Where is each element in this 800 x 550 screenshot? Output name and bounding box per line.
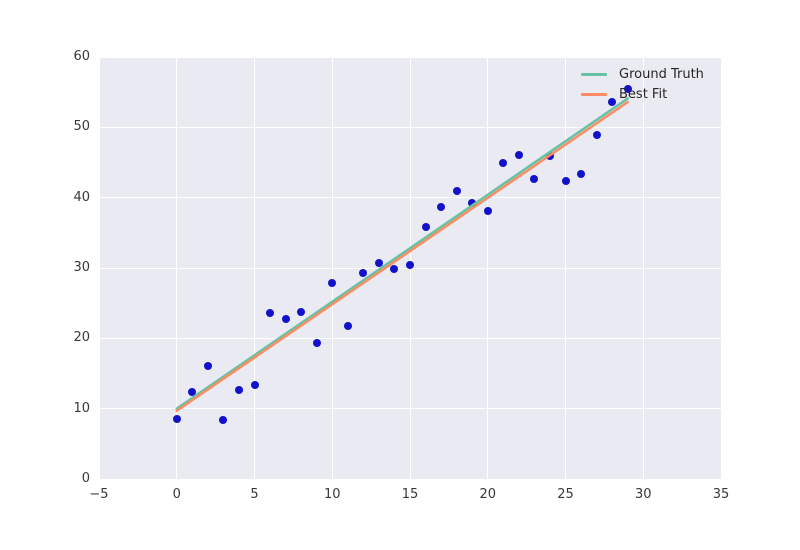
scatter-point	[266, 309, 275, 317]
scatter-point	[359, 268, 368, 277]
plot-area: Ground Truth Best Fit	[99, 57, 721, 479]
scatter-point	[281, 314, 290, 323]
legend-entry-ground-truth: Ground Truth	[581, 64, 704, 84]
scatter-point	[561, 176, 570, 185]
y-tick-label: 40	[73, 189, 90, 205]
scatter-point	[203, 362, 212, 371]
scatter-point	[421, 222, 430, 231]
x-tick-label: 5	[250, 487, 259, 502]
legend: Ground Truth Best Fit	[581, 64, 704, 104]
y-tick-label: 10	[73, 400, 90, 416]
x-tick-label: −5	[89, 487, 109, 502]
scatter-point	[608, 98, 617, 106]
legend-entry-best-fit: Best Fit	[581, 84, 704, 104]
x-tick-label: 0	[172, 487, 181, 502]
gridline	[99, 337, 721, 339]
scatter-point	[312, 339, 321, 348]
scatter-point	[328, 278, 337, 287]
scatter-point	[452, 186, 461, 195]
scatter-point	[437, 202, 446, 211]
scatter-point	[219, 415, 228, 424]
legend-label-best-fit: Best Fit	[619, 86, 668, 102]
y-tick-label: 0	[81, 471, 90, 486]
ground-truth-line-swatch-icon	[581, 72, 607, 76]
y-tick-label: 60	[73, 49, 90, 64]
x-tick-label: 30	[634, 487, 652, 502]
gridline	[99, 408, 721, 410]
ground-truth-line	[175, 97, 629, 410]
gridline	[99, 478, 721, 479]
gridline	[99, 126, 721, 128]
x-tick-label: 15	[401, 487, 419, 502]
best-fit-line	[175, 100, 629, 413]
scatter-point	[577, 170, 586, 179]
scatter-point	[530, 175, 539, 184]
scatter-point	[406, 261, 414, 270]
scatter-point	[297, 308, 306, 317]
scatter-point	[374, 259, 383, 268]
gridline	[99, 57, 721, 58]
scatter-point	[172, 414, 181, 423]
y-tick-label: 50	[73, 119, 90, 135]
x-tick-label: 35	[712, 487, 730, 502]
scatter-point	[483, 207, 492, 216]
scatter-point	[390, 264, 399, 273]
scatter-point	[592, 131, 601, 140]
scatter-point	[343, 322, 352, 331]
gridline	[99, 197, 721, 199]
x-tick-label: 10	[323, 487, 341, 502]
x-tick-label: 25	[557, 487, 574, 502]
scatter-point	[468, 198, 477, 207]
legend-label-ground-truth: Ground Truth	[619, 66, 704, 82]
x-tick-label: 20	[479, 487, 497, 502]
fit-lines	[175, 97, 629, 413]
scatter-point	[499, 159, 508, 168]
best-fit-line-swatch-icon	[581, 92, 607, 96]
y-tick-label: 30	[73, 260, 90, 275]
y-tick-label: 20	[73, 330, 90, 346]
scatter-point	[250, 380, 259, 389]
scatter-point	[514, 151, 523, 160]
scatter-point	[234, 386, 243, 395]
scatter-point	[188, 387, 197, 396]
scatter-point	[623, 85, 632, 94]
